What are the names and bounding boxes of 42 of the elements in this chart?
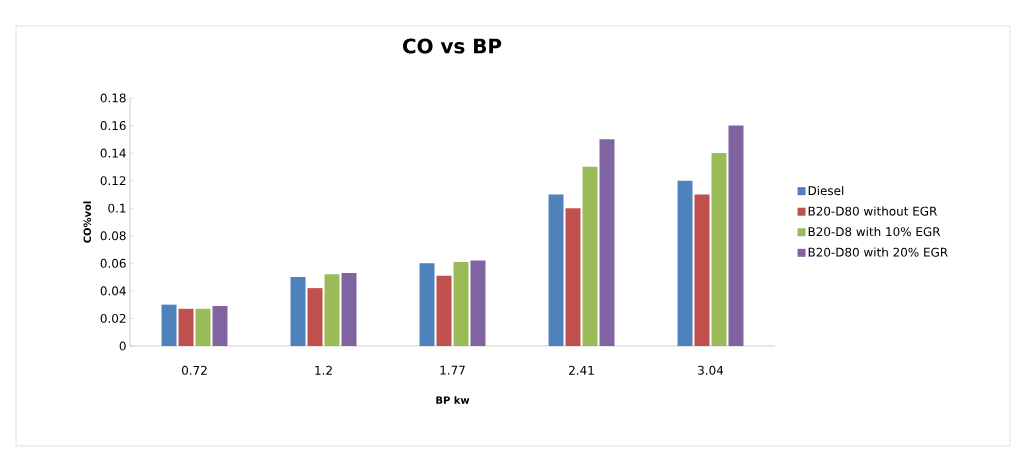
x-axis-title: BP kw <box>436 396 470 404</box>
bar <box>195 308 211 346</box>
bar <box>307 288 323 346</box>
y-tick-label: 0.02 <box>100 313 126 323</box>
y-tick-label: 0.1 <box>108 203 126 213</box>
bar <box>694 194 710 346</box>
bar <box>436 275 452 346</box>
bar <box>677 180 693 346</box>
bar <box>599 139 615 346</box>
bar <box>324 274 340 346</box>
x-tick-label: 0.72 <box>181 365 207 375</box>
y-tick-label: 0.18 <box>100 93 126 103</box>
bar <box>565 208 581 346</box>
chart-title: CO vs BP <box>402 38 502 54</box>
y-tick-label: 0.16 <box>100 121 126 131</box>
x-tick-label: 3.04 <box>698 365 724 375</box>
bar <box>290 277 306 346</box>
bar <box>470 260 486 346</box>
y-tick-label: 0.04 <box>100 286 126 296</box>
bar <box>161 304 177 346</box>
x-tick-label: 2.41 <box>569 365 594 375</box>
bar <box>582 166 598 346</box>
bar <box>711 153 727 346</box>
legend-label: Diesel <box>808 185 844 196</box>
x-tick-label: 1.2 <box>315 365 332 375</box>
legend-label: B20-D80 without EGR <box>808 206 938 216</box>
y-tick-label: 0.06 <box>100 258 126 268</box>
y-axis-title: CO%vol <box>83 201 92 243</box>
y-tick-label: 0.14 <box>100 148 126 158</box>
y-tick-label: 0.08 <box>100 231 126 241</box>
bar <box>212 306 228 346</box>
bar <box>341 272 357 346</box>
bar <box>453 261 469 346</box>
x-tick-label: 1.77 <box>440 365 465 375</box>
y-tick-label: 0 <box>119 341 126 351</box>
bar <box>178 308 194 346</box>
legend-label: B20-D8 with 10% EGR <box>808 226 941 237</box>
bar <box>728 125 744 346</box>
legend-label: B20-D80 with 20% EGR <box>808 247 948 257</box>
y-tick-label: 0.12 <box>100 176 126 186</box>
bar <box>548 194 564 346</box>
bar <box>419 263 435 346</box>
